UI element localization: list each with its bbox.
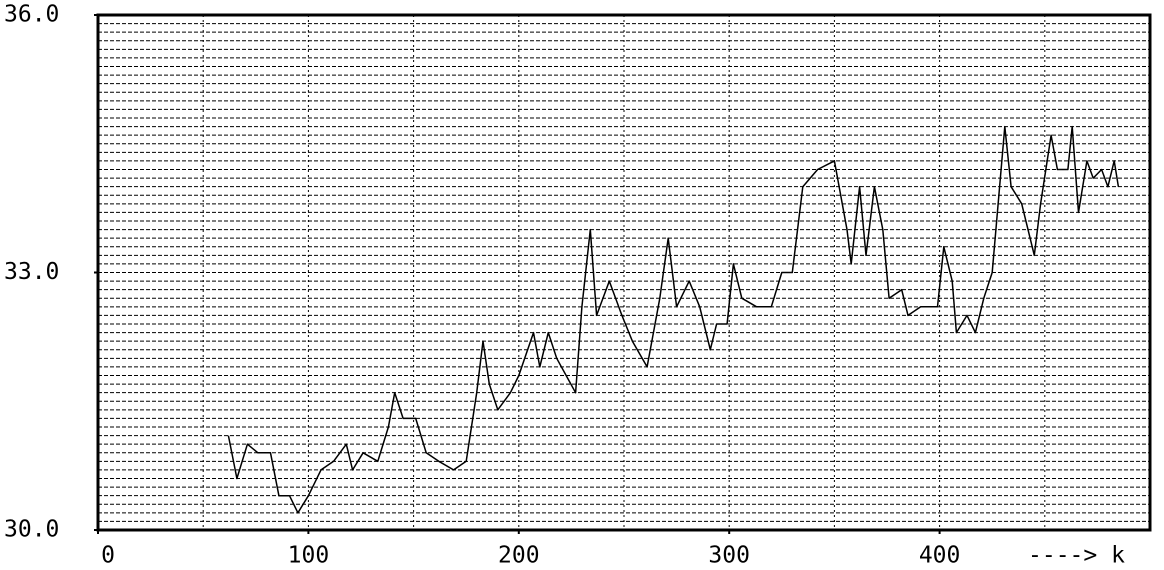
- x-axis-label: ----> k: [1028, 543, 1125, 569]
- x-tick-label: 300: [708, 543, 750, 569]
- x-tick-label: 400: [919, 543, 961, 569]
- y-tick-label: 36.0: [4, 2, 59, 28]
- x-tick-label: 0: [101, 543, 115, 569]
- y-tick-label: 30.0: [4, 517, 59, 543]
- x-tick-label: 100: [288, 543, 330, 569]
- data-line: [227, 125, 1120, 514]
- x-tick-label: 200: [498, 543, 540, 569]
- y-tick-label: 33.0: [4, 259, 59, 285]
- plot-frame: [96, 13, 1152, 532]
